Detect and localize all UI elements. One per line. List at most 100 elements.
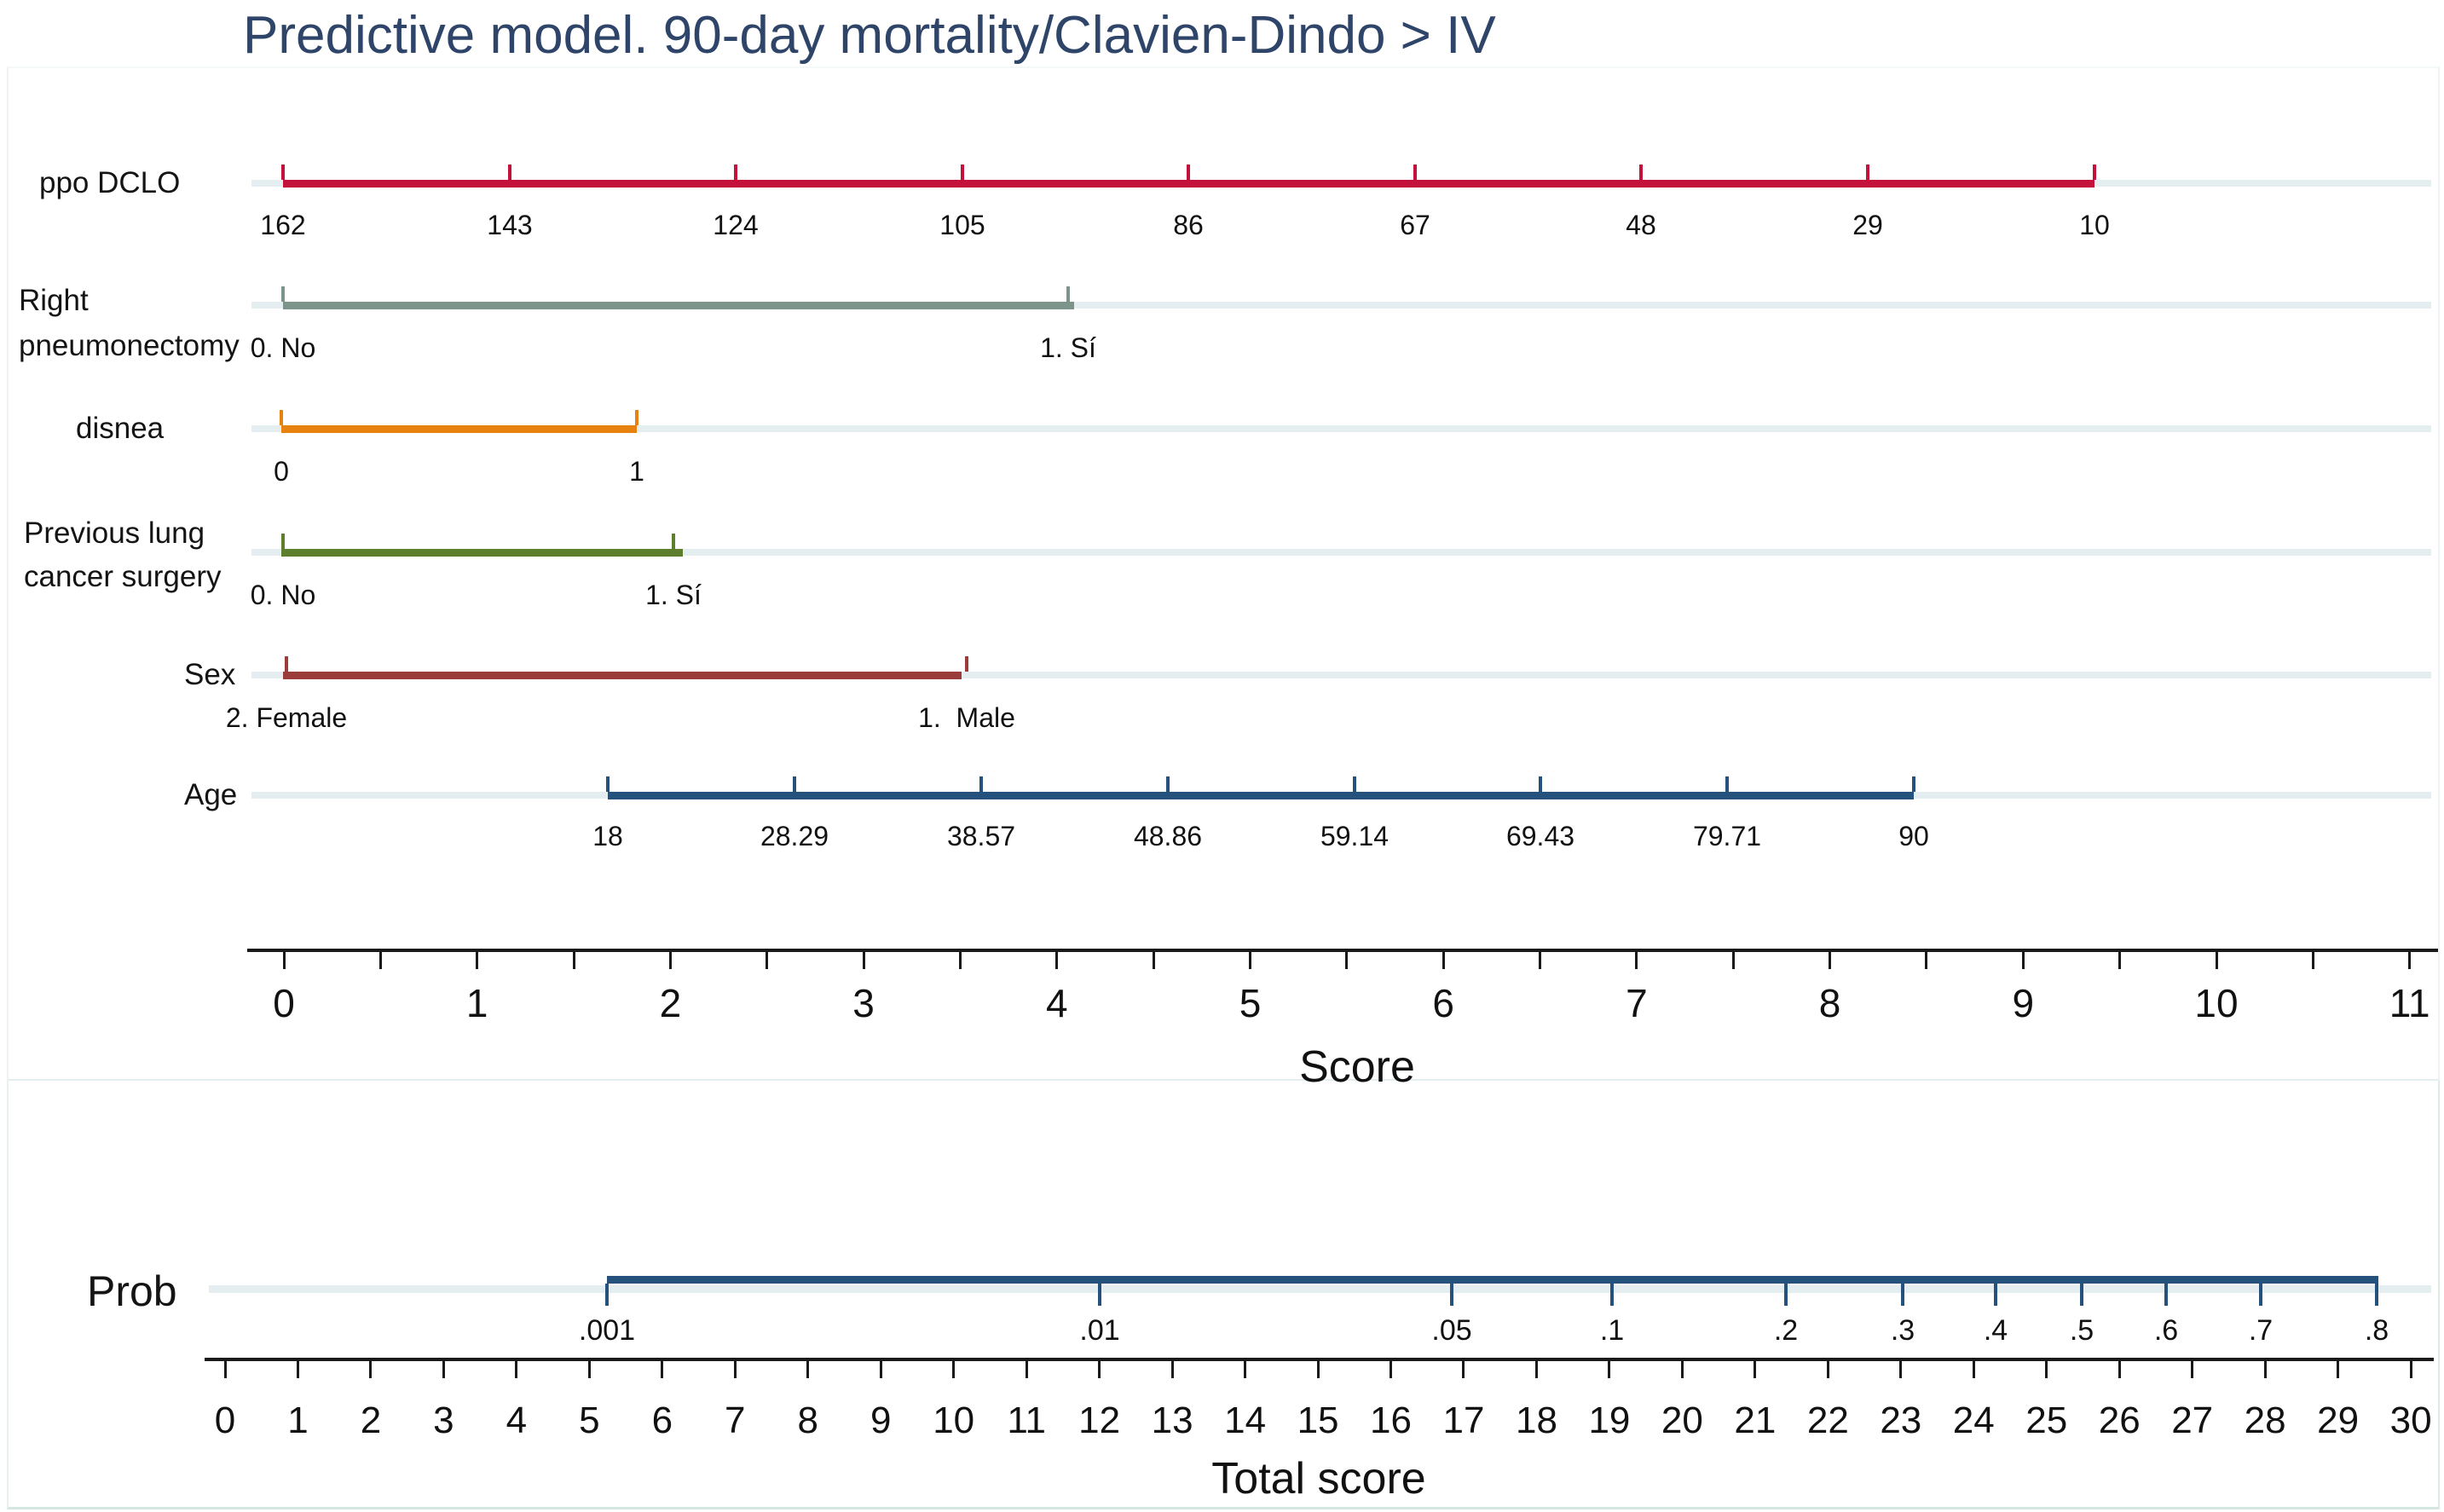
axis-segment-sex [283, 672, 962, 679]
tick-label: 0. No [250, 580, 316, 610]
score-tick-label: 9 [2012, 981, 2035, 1025]
tick-label: 90 [1898, 821, 1929, 851]
total-score-tick-label: 5 [579, 1399, 600, 1441]
axis-tick [965, 656, 968, 672]
total-score-tick [1170, 1361, 1174, 1378]
chart-title: Predictive model. 90-day mortality/Clavi… [243, 6, 1496, 65]
total-score-tick [296, 1361, 299, 1378]
score-tick [1539, 952, 1542, 969]
score-tick-label: 3 [852, 981, 875, 1025]
tick-label: 162 [260, 210, 306, 240]
prob-tick [1994, 1284, 1997, 1306]
total-score-tick [661, 1361, 664, 1378]
prob-tick-label: .2 [1773, 1314, 1799, 1347]
prob-tick-label: .5 [2069, 1314, 2094, 1347]
score-tick [1055, 952, 1059, 969]
total-score-tick [733, 1361, 737, 1378]
prob-tick-label: .4 [1983, 1314, 2008, 1347]
total-score-tick-label: 21 [1734, 1399, 1777, 1441]
total-score-tick [2337, 1361, 2340, 1378]
total-score-tick-label: 11 [1007, 1399, 1046, 1441]
total-score-tick-label: 27 [2171, 1399, 2214, 1441]
total-score-tick [515, 1361, 518, 1378]
axis-name-right-pneumonectomy: Right [19, 284, 89, 317]
score-tick [958, 952, 962, 969]
total-score-tick [2191, 1361, 2194, 1378]
axis-tick [1725, 776, 1729, 792]
axis-tick [1066, 286, 1070, 302]
axis-tick [281, 286, 285, 302]
axis-name-ppo-dclo: ppo DCLO [39, 166, 181, 199]
prob-axis-name: Prob [87, 1267, 177, 1315]
score-tick [1731, 952, 1735, 969]
total-score-tick [1680, 1361, 1684, 1378]
upper-panel-frame [7, 66, 2440, 1081]
score-tick [1925, 952, 1928, 969]
total-score-axis-line [205, 1358, 2434, 1361]
tick-label: 69.43 [1505, 821, 1575, 851]
score-tick-label: 11 [2389, 981, 2430, 1025]
axis-baseline [251, 425, 2431, 432]
score-tick-label: 4 [1046, 981, 1068, 1025]
score-tick [2311, 952, 2314, 969]
score-tick [1249, 952, 1251, 969]
score-tick [476, 952, 479, 969]
total-score-tick [1899, 1361, 1903, 1378]
axis-name-disnea: disnea [76, 412, 165, 445]
total-score-tick-label: 19 [1588, 1399, 1631, 1441]
total-score-tick-label: 6 [651, 1399, 673, 1441]
total-score-tick [1244, 1361, 1247, 1378]
prob-tick [1901, 1284, 1904, 1306]
tick-label: 48.86 [1133, 821, 1203, 851]
total-score-tick-label: 30 [2389, 1399, 2432, 1441]
prob-tick [2375, 1284, 2378, 1306]
total-score-tick [1608, 1361, 1611, 1378]
axis-baseline [251, 549, 2431, 556]
tick-label: 0. No [250, 332, 316, 363]
total-score-tick [1390, 1361, 1393, 1378]
prob-tick-label: .1 [1599, 1314, 1625, 1347]
score-tick [1635, 952, 1638, 969]
prob-tick [2080, 1284, 2083, 1306]
score-tick-label: 6 [1432, 981, 1454, 1025]
tick-label: 1. Sí [1040, 332, 1096, 363]
tick-label: 1. Sí [645, 580, 702, 610]
score-tick-label: 2 [659, 981, 682, 1025]
tick-label: 2. Female [225, 702, 348, 733]
score-tick [668, 952, 672, 969]
axis-name-sex: Sex [184, 658, 236, 691]
lower-panel-frame [7, 1081, 2440, 1509]
total-score-tick [1534, 1361, 1538, 1378]
prob-tick [1098, 1284, 1101, 1306]
prob-tick [1784, 1284, 1788, 1306]
axis-segment-disnea [281, 425, 637, 433]
score-axis-line [247, 949, 2438, 952]
axis-tick [979, 776, 983, 792]
axis-tick [961, 164, 964, 180]
tick-label: 1 [629, 456, 644, 487]
score-tick [572, 952, 575, 969]
total-score-tick-label: 3 [433, 1399, 454, 1441]
total-score-tick-label: 18 [1515, 1399, 1557, 1441]
total-score-tick-label: 1 [287, 1399, 309, 1441]
score-tick [378, 952, 382, 969]
axis-tick [281, 164, 285, 180]
total-score-tick-label: 17 [1442, 1399, 1485, 1441]
axis-tick [1413, 164, 1417, 180]
tick-label: 143 [487, 210, 533, 240]
total-score-tick-label: 8 [797, 1399, 818, 1441]
axis-tick [1866, 164, 1869, 180]
score-tick-label: 1 [465, 981, 488, 1025]
tick-label: 18 [592, 821, 623, 851]
axis-segment-age [608, 792, 1914, 799]
total-score-tick [442, 1361, 445, 1378]
total-score-tick [2045, 1361, 2048, 1378]
total-score-tick-label: 10 [933, 1399, 975, 1441]
prob-tick [2164, 1284, 2168, 1306]
axis-tick [606, 776, 610, 792]
prob-tick [2259, 1284, 2262, 1306]
axis-tick [2093, 164, 2096, 180]
total-score-tick-label: 22 [1806, 1399, 1849, 1441]
score-tick-label: 7 [1626, 981, 1648, 1025]
